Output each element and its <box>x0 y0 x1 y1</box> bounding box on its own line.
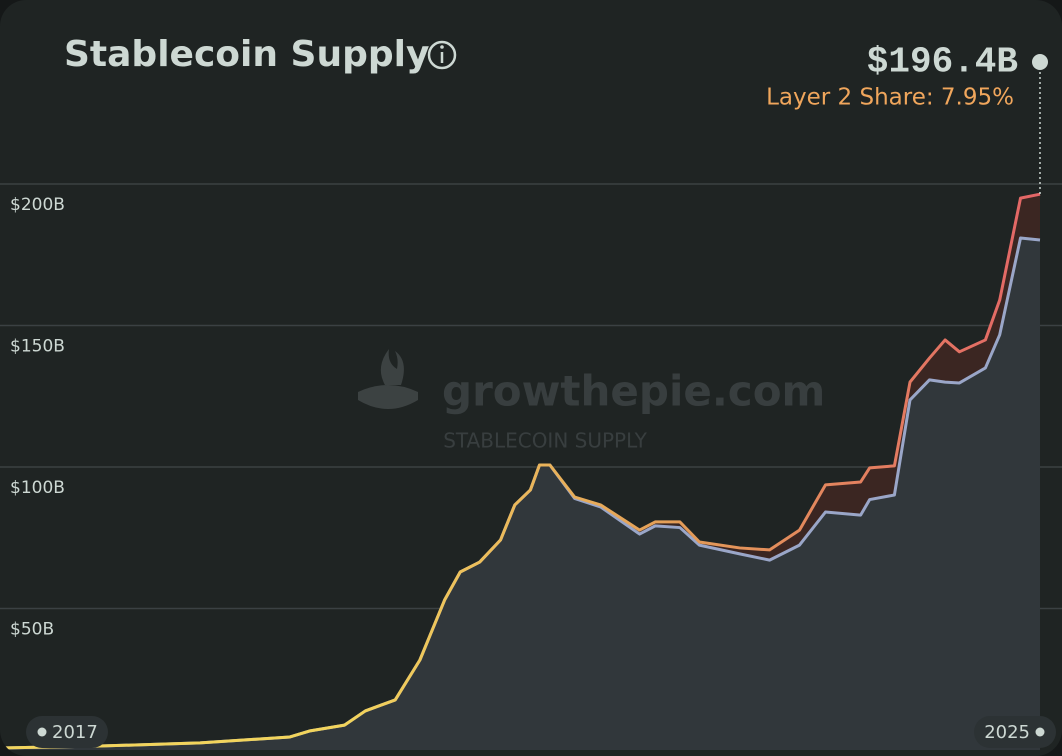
latest-dot <box>1032 54 1048 70</box>
watermark-subtitle: STABLECOIN SUPPLY <box>443 429 647 453</box>
info-icon[interactable] <box>427 40 457 70</box>
y-tick-label: $50B <box>10 620 54 640</box>
plot-area <box>0 183 1062 751</box>
watermark: growthepie.com STABLECOIN SUPPLY <box>358 349 825 453</box>
chart-title: Stablecoin Supply <box>64 34 429 75</box>
x-tick-label: 2017 <box>52 722 98 743</box>
x-tick-pill <box>26 716 108 748</box>
l2-share: Layer 2 Share: 7.95% <box>766 85 1014 111</box>
area-fill <box>0 238 1040 751</box>
series-line <box>0 192 1041 750</box>
watermark-text: growthepie.com <box>442 367 825 416</box>
y-tick-label: $150B <box>10 337 65 357</box>
headline-value: $196.4B <box>867 42 1018 83</box>
x-tick-dot <box>1035 727 1045 737</box>
y-tick-label: $200B <box>10 195 65 215</box>
x-tick-pill <box>974 716 1056 748</box>
y-tick-label: $100B <box>10 478 65 498</box>
x-tick-label: 2025 <box>984 722 1030 743</box>
x-tick-dot <box>37 727 47 737</box>
